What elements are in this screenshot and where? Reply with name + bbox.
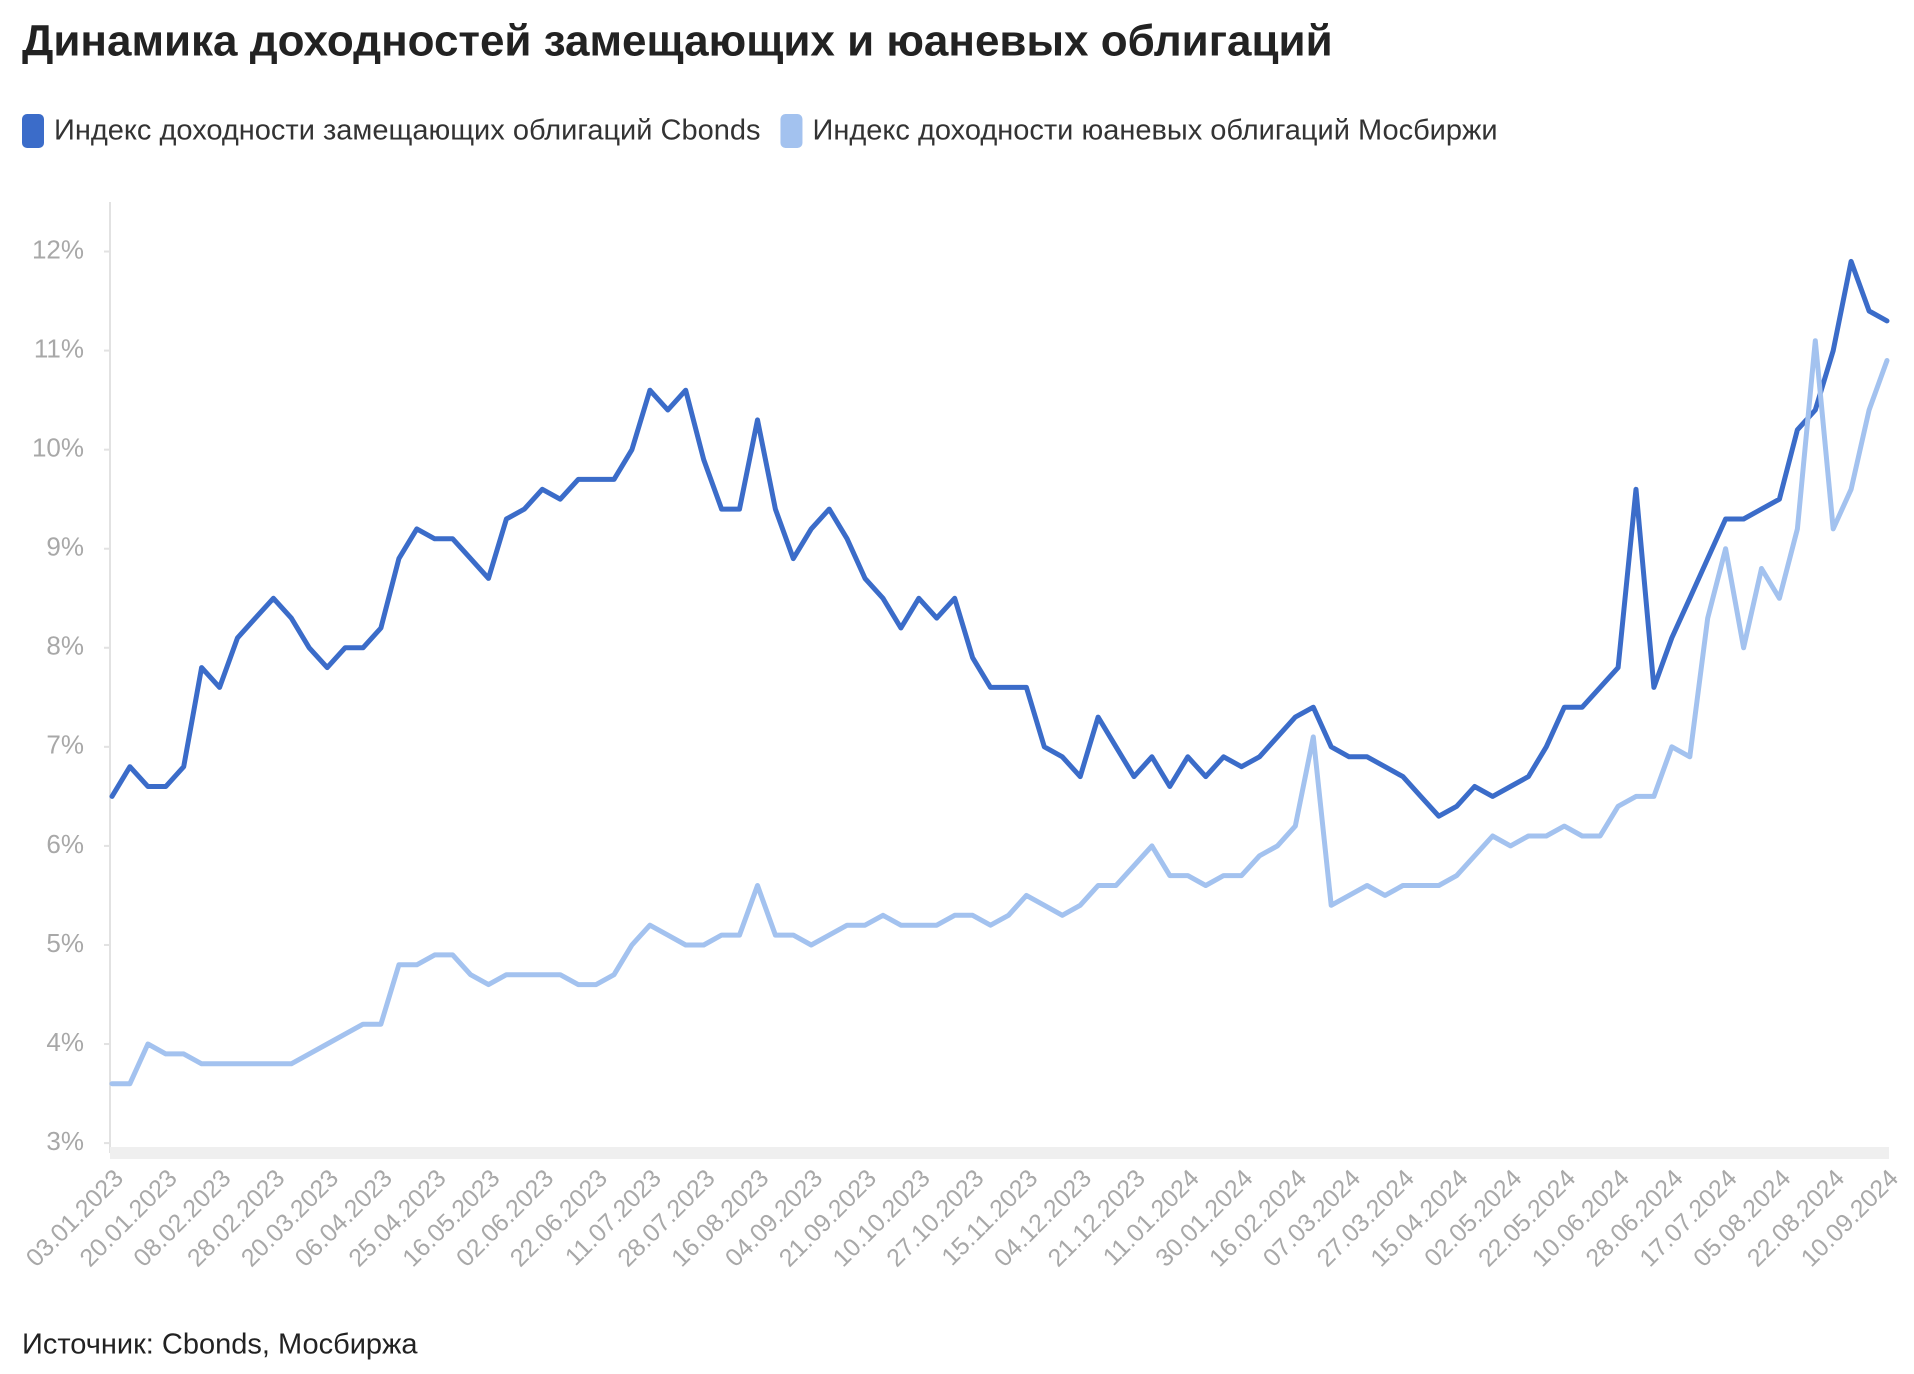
legend-swatch [780, 114, 803, 148]
y-tick-label: 10% [32, 433, 84, 463]
y-tick-label: 11% [34, 333, 84, 363]
y-tick-label: 4% [46, 1027, 84, 1057]
y-tick-label: 9% [46, 532, 84, 562]
legend-label: Индекс доходности замещающих облигаций C… [54, 115, 760, 147]
legend-label: Индекс доходности юаневых облигаций Мосб… [812, 115, 1497, 147]
x-axis-band [110, 1147, 1889, 1159]
legend-swatch [22, 114, 44, 148]
y-tick-label: 7% [46, 730, 84, 760]
y-tick-label: 5% [46, 928, 84, 958]
series-line [109, 258, 1890, 819]
y-tick-label: 6% [46, 829, 84, 859]
chart-title: Динамика доходностей замещающих и юаневы… [22, 17, 1333, 66]
y-tick-label: 12% [32, 234, 84, 264]
y-tick-label: 8% [46, 631, 84, 661]
series-line [109, 338, 1890, 1087]
source: Источник: Cbonds, Мосбиржа [22, 1329, 418, 1361]
y-tick-label: 3% [46, 1126, 84, 1156]
